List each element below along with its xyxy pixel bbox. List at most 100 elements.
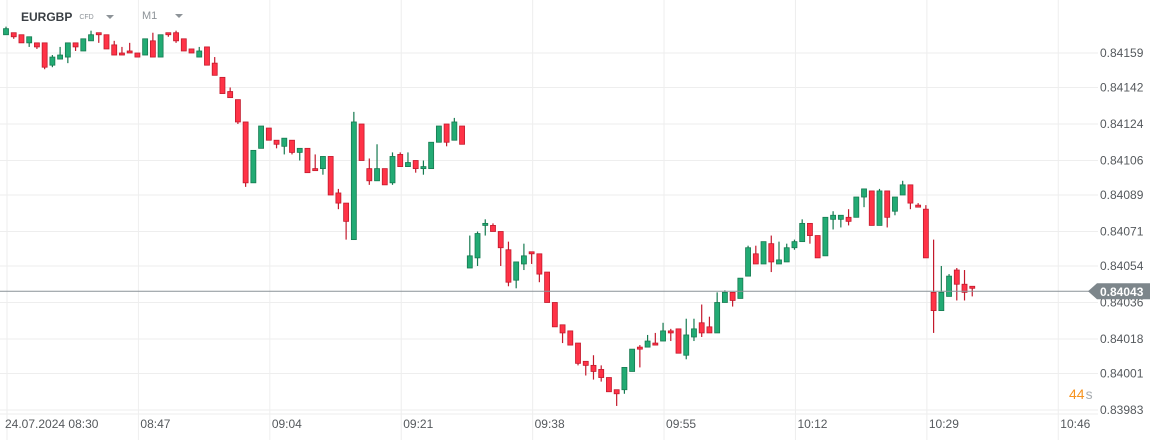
candle-body bbox=[822, 216, 829, 257]
candle-bearish bbox=[381, 168, 388, 186]
candle-body bbox=[837, 214, 844, 220]
candle-body bbox=[814, 235, 821, 259]
candle-body bbox=[64, 42, 71, 58]
candle-body bbox=[320, 156, 326, 170]
candle-bullish bbox=[938, 265, 945, 312]
candle-body bbox=[412, 160, 419, 170]
candle-bullish bbox=[57, 46, 64, 60]
candle-body bbox=[876, 190, 883, 226]
time-axis[interactable]: 24.07.2024 08:30 08:47 09:04 09:21 09:38 09:5… bbox=[5, 417, 1091, 431]
candle-bearish bbox=[590, 355, 597, 380]
timeframe-selector[interactable]: M1 bbox=[142, 10, 184, 22]
candle-body bbox=[752, 253, 759, 265]
candle-body bbox=[327, 156, 334, 196]
candle-body bbox=[57, 54, 64, 60]
candle-bullish bbox=[428, 141, 435, 170]
candle-bearish bbox=[304, 147, 311, 174]
candle-body bbox=[799, 222, 806, 243]
price-tick-label: 0.84018 bbox=[1100, 332, 1144, 346]
candle-bearish bbox=[219, 76, 226, 94]
candle-bullish bbox=[629, 348, 636, 372]
price-tick-label: 0.84089 bbox=[1100, 188, 1144, 202]
candle-body bbox=[551, 302, 558, 328]
candle-bearish bbox=[613, 389, 620, 406]
candle-bullish bbox=[474, 231, 481, 266]
candle-body bbox=[366, 168, 373, 182]
candle-body bbox=[443, 123, 450, 143]
candle-body bbox=[613, 389, 620, 395]
price-tick-label: 0.84124 bbox=[1100, 117, 1144, 131]
candle-body bbox=[165, 32, 172, 36]
candle-bullish bbox=[621, 367, 628, 394]
candle-bearish bbox=[636, 345, 643, 368]
candle-body bbox=[26, 36, 33, 44]
candle-bearish bbox=[752, 245, 759, 265]
candle-body bbox=[559, 324, 566, 334]
candle-bearish bbox=[706, 316, 713, 334]
candle-bearish bbox=[652, 332, 659, 346]
candle-body bbox=[482, 222, 489, 226]
candle-body bbox=[745, 247, 751, 277]
symbol-selector[interactable]: EURGBP CFD bbox=[21, 10, 114, 24]
candle-body bbox=[358, 123, 365, 161]
candle-bearish bbox=[922, 205, 929, 259]
candle-bearish bbox=[582, 360, 589, 376]
candle-body bbox=[861, 188, 867, 198]
grid-lines bbox=[0, 0, 1098, 440]
candle-bullish bbox=[830, 211, 837, 230]
candle-bearish bbox=[265, 127, 272, 141]
candle-body bbox=[350, 121, 357, 241]
candle-body bbox=[521, 255, 527, 265]
candle-bearish bbox=[459, 125, 465, 145]
candle-body bbox=[907, 184, 914, 204]
candle-body bbox=[706, 326, 713, 334]
candle-body bbox=[173, 32, 179, 42]
countdown-unit: s bbox=[1085, 386, 1093, 402]
candle-bullish bbox=[320, 156, 326, 175]
candle-body bbox=[49, 56, 56, 66]
candle-bullish bbox=[258, 125, 264, 149]
candle-bearish bbox=[119, 46, 125, 56]
candle-bearish bbox=[961, 270, 968, 301]
candle-bearish bbox=[10, 32, 17, 39]
candle-body bbox=[157, 34, 164, 58]
candle-bearish bbox=[134, 52, 141, 58]
candle-body bbox=[374, 168, 380, 182]
candle-body bbox=[660, 330, 666, 342]
candle-body bbox=[536, 253, 543, 275]
countdown-value: 44 bbox=[1069, 386, 1085, 402]
candle-body bbox=[830, 214, 837, 220]
candle-bearish bbox=[443, 123, 450, 147]
candle-bullish bbox=[49, 55, 56, 68]
candle-bearish bbox=[606, 377, 612, 393]
candle-bearish bbox=[915, 203, 922, 208]
candle-bullish bbox=[88, 30, 94, 42]
candle-bullish bbox=[721, 290, 728, 303]
candle-bullish bbox=[892, 196, 898, 216]
candle-body bbox=[922, 208, 929, 259]
candle-body bbox=[142, 38, 149, 56]
candle-bearish bbox=[559, 324, 566, 344]
candle-bullish bbox=[737, 277, 744, 299]
price-axis[interactable]: 0.84159 0.84142 0.84124 0.84106 0.84089 0.840… bbox=[1100, 46, 1144, 417]
candle-bearish bbox=[598, 365, 605, 382]
current-price-tag bbox=[1088, 283, 1150, 300]
candle-bullish bbox=[64, 42, 71, 64]
candle-body bbox=[428, 141, 435, 170]
candle-bearish bbox=[567, 330, 574, 346]
candle-bearish bbox=[211, 57, 218, 76]
time-tick-label: 10:46 bbox=[1060, 417, 1090, 431]
candle-bearish bbox=[505, 241, 512, 287]
candle-body bbox=[776, 259, 782, 265]
candle-body bbox=[575, 342, 581, 364]
candle-body bbox=[3, 28, 9, 36]
candle-body bbox=[729, 291, 736, 301]
candle-bullish bbox=[876, 188, 883, 226]
candle-body bbox=[103, 34, 110, 50]
candle-body bbox=[435, 125, 442, 143]
candle-bullish bbox=[389, 152, 396, 185]
candle-body bbox=[466, 255, 473, 269]
candle-body bbox=[915, 204, 922, 208]
candle-bullish bbox=[791, 239, 798, 250]
